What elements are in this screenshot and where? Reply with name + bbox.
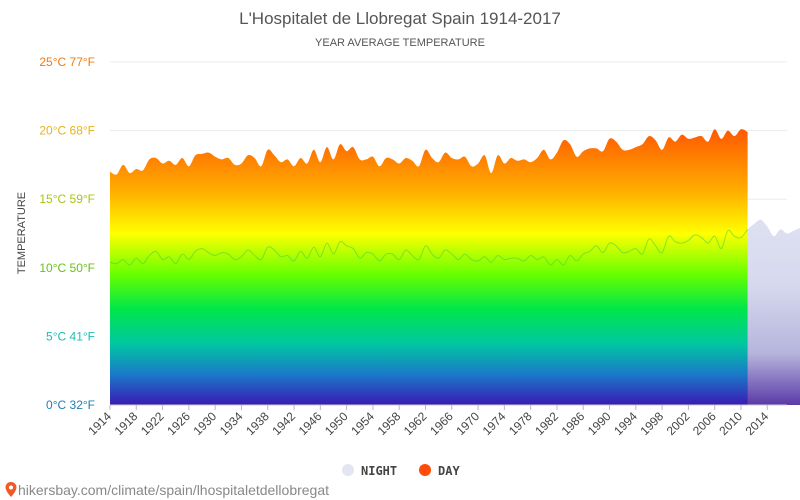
- legend-day-swatch: [419, 464, 431, 476]
- x-tick-label: 1914: [85, 409, 114, 438]
- footer-link[interactable]: hikersbay.com/climate/spain/lhospitaletd…: [5, 482, 330, 498]
- x-tick-label: 1934: [217, 409, 246, 438]
- x-tick-label: 1930: [191, 409, 220, 438]
- legend-night-label: NIGHT: [361, 464, 397, 478]
- x-tick-label: 1978: [506, 409, 535, 438]
- x-tick-label: 2002: [664, 409, 693, 438]
- y-tick-label: 20°C 68°F: [39, 124, 95, 138]
- x-tick-label: 1926: [164, 409, 193, 438]
- y-tick-label: 10°C 50°F: [39, 261, 95, 275]
- y-tick-label: 25°C 77°F: [39, 55, 95, 69]
- y-axis-labels: 0°C 32°F 5°C 41°F 10°C 50°F 15°C 59°F 20°C 6…: [39, 55, 95, 412]
- legend-item-night[interactable]: NIGHT: [342, 464, 397, 478]
- y-tick-label: 0°C 32°F: [46, 398, 95, 412]
- x-tick-label: 2010: [716, 409, 745, 438]
- x-tick-label: 1974: [480, 409, 509, 438]
- chart-subtitle: YEAR AVERAGE TEMPERATURE: [315, 37, 485, 49]
- x-tick-label: 2006: [690, 409, 719, 438]
- x-tick-label: 1970: [453, 409, 482, 438]
- y-axis-title: TEMPERATURE: [16, 192, 28, 274]
- x-tick-label: 1922: [138, 409, 167, 438]
- footer-url: hikersbay.com/climate/spain/lhospitaletd…: [18, 482, 329, 498]
- x-tick-label: 1938: [243, 409, 272, 438]
- x-tick-label: 1954: [348, 409, 377, 438]
- x-tick-label: 1990: [585, 409, 614, 438]
- legend-day-label: DAY: [438, 464, 460, 478]
- x-tick-label: 1950: [322, 409, 351, 438]
- x-tick-label: 1966: [427, 409, 456, 438]
- x-tick-label: 1942: [269, 409, 298, 438]
- x-tick-label: 1962: [401, 409, 430, 438]
- legend-item-day[interactable]: DAY: [419, 464, 460, 478]
- y-tick-label: 5°C 41°F: [46, 329, 95, 343]
- legend-night-swatch: [342, 464, 354, 476]
- plot-area: [109, 129, 800, 406]
- x-tick-label: 1986: [559, 409, 588, 438]
- x-axis-labels: 1914191819221926193019341938194219461950…: [85, 405, 772, 438]
- x-tick-label: 1946: [296, 409, 325, 438]
- legend: NIGHT DAY: [342, 464, 460, 478]
- chart-title: L'Hospitalet de Llobregat Spain 1914-201…: [239, 9, 561, 28]
- x-tick-label: 1918: [112, 409, 141, 438]
- x-tick-label: 1958: [375, 409, 404, 438]
- x-tick-label: 1998: [637, 409, 666, 438]
- x-tick-label: 1994: [611, 409, 640, 438]
- location-pin-dot: [9, 485, 13, 490]
- x-tick-label: 2014: [743, 409, 772, 438]
- day-area: [110, 129, 748, 406]
- y-tick-label: 15°C 59°F: [39, 192, 95, 206]
- x-tick-label: 1982: [532, 409, 561, 438]
- night-line: [109, 229, 749, 266]
